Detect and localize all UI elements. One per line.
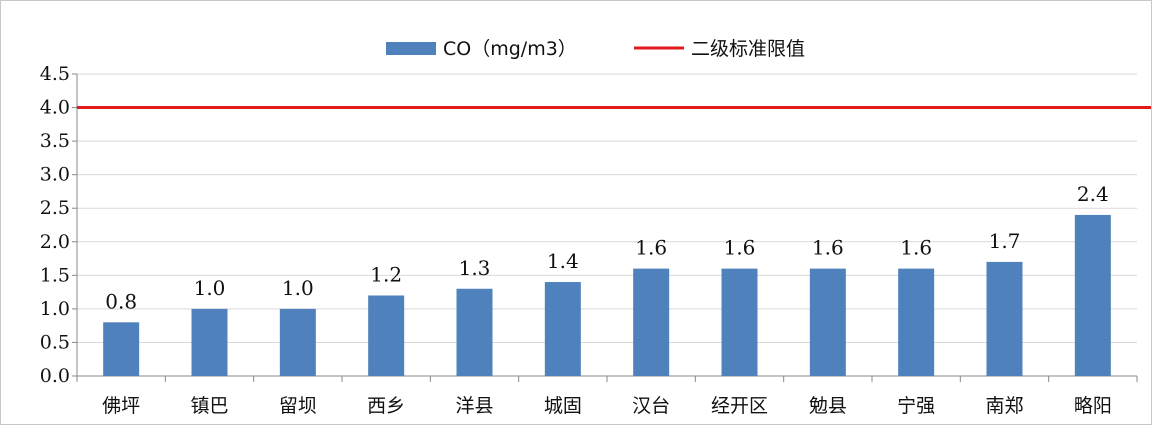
category-label-7: 汉台	[632, 395, 670, 417]
bar-5	[456, 288, 493, 376]
bar-11	[986, 261, 1023, 376]
data-label-6: 1.4	[547, 249, 579, 273]
legend-label-co: CO（mg/m3）	[443, 38, 577, 60]
data-label-12: 2.4	[1077, 182, 1109, 206]
y-tick-label: 4.0	[40, 97, 70, 119]
category-label-11: 南郑	[985, 395, 1023, 417]
data-label-4: 1.2	[370, 262, 402, 286]
bars	[103, 214, 1111, 376]
data-label-10: 1.6	[900, 236, 932, 260]
y-tick-label: 2.0	[40, 231, 70, 253]
bar-2	[191, 308, 228, 376]
data-label-5: 1.3	[459, 256, 491, 280]
bar-8	[721, 268, 758, 376]
category-label-5: 洋县	[455, 395, 493, 417]
bar-12	[1074, 214, 1111, 376]
bar-3	[279, 308, 316, 376]
y-tick-label: 3.0	[40, 164, 70, 186]
legend: CO（mg/m3） 二级标准限值	[386, 38, 805, 60]
category-label-3: 留坝	[279, 395, 317, 417]
bar-10	[898, 268, 935, 376]
category-label-10: 宁强	[897, 395, 935, 417]
data-label-7: 1.6	[635, 236, 667, 260]
y-tick-label: 1.5	[40, 264, 70, 286]
data-label-1: 0.8	[105, 289, 137, 313]
gridlines	[77, 73, 1137, 377]
bar-4	[368, 295, 405, 376]
labels: 0.0 0.5 1.0 1.5 2.0 2.5 3.0 3.5 4.0 4.5 0.8 佛坪 1.0 镇巴…	[40, 63, 1112, 417]
category-label-12: 略阳	[1074, 395, 1112, 417]
data-label-9: 1.6	[812, 236, 844, 260]
category-label-1: 佛坪	[102, 395, 140, 417]
axes	[72, 73, 1138, 382]
category-label-4: 西乡	[367, 395, 405, 417]
category-label-2: 镇巴	[190, 395, 228, 417]
y-tick-label: 0.0	[40, 365, 70, 387]
y-tick-label: 3.5	[40, 130, 70, 152]
category-label-8: 经开区	[711, 395, 768, 417]
bar-6	[544, 282, 581, 376]
bar-1	[103, 322, 140, 376]
data-label-3: 1.0	[282, 276, 314, 300]
data-label-8: 1.6	[724, 236, 756, 260]
y-tick-label: 4.5	[40, 63, 70, 85]
data-label-11: 1.7	[989, 229, 1021, 253]
bar-7	[633, 268, 670, 376]
legend-label-standard: 二级标准限值	[691, 38, 805, 60]
y-tick-label: 2.5	[40, 197, 70, 219]
data-label-2: 1.0	[194, 276, 226, 300]
legend-swatch-co	[386, 42, 436, 55]
category-label-9: 勉县	[809, 395, 847, 417]
y-tick-label: 1.0	[40, 298, 70, 320]
y-tick-label: 0.5	[40, 331, 70, 353]
bar-9	[809, 268, 846, 376]
category-label-6: 城固	[544, 395, 582, 417]
